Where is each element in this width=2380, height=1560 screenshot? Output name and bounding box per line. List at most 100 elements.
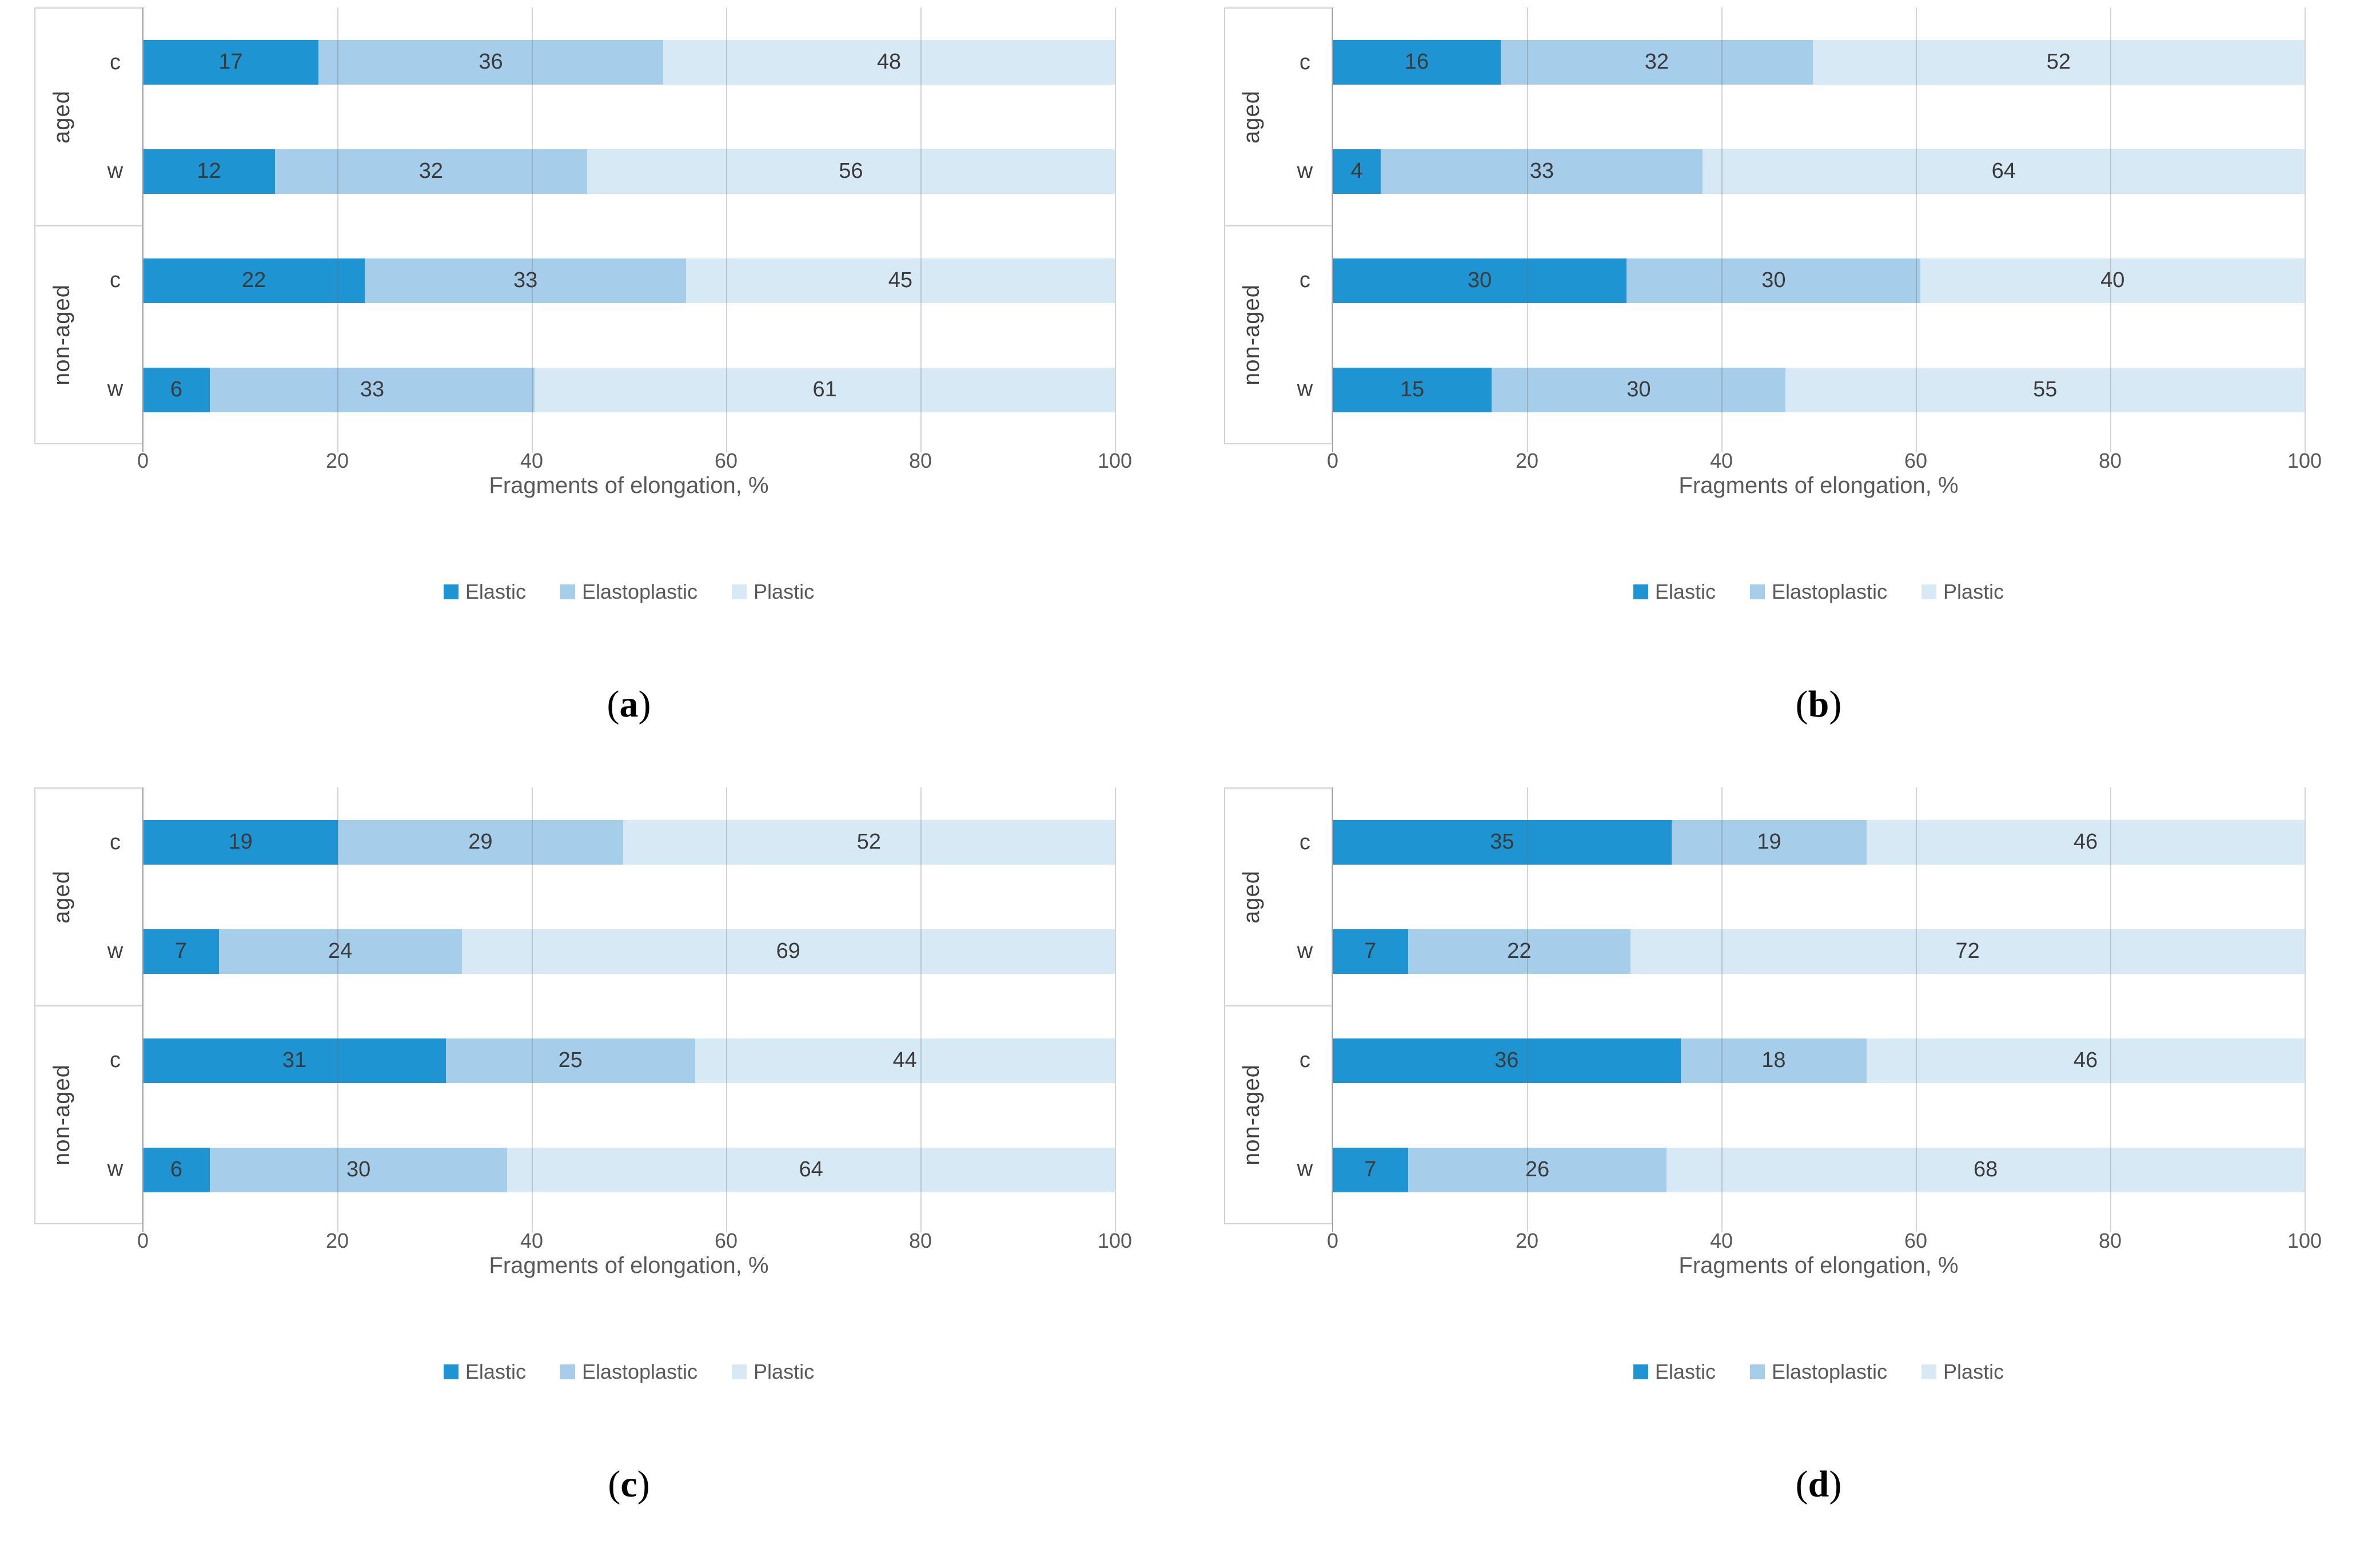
- group-label: aged: [1238, 90, 1264, 144]
- bar-value-label: 15: [1400, 377, 1425, 401]
- group-label-cell: aged: [35, 789, 89, 1005]
- x-axis-ticks: 0 20 40 60 80 100: [1327, 444, 2322, 473]
- gridline: [337, 7, 338, 452]
- legend-marker: [1921, 584, 1937, 599]
- stacked-bar-aged-c: 17 36 48: [143, 39, 1115, 85]
- tick-label: 80: [2098, 449, 2122, 472]
- group-label-cell: non-aged: [35, 226, 89, 443]
- bar-segment-elastic: 22: [143, 258, 365, 303]
- bar-value-label: 22: [242, 268, 266, 292]
- gridline: [1527, 7, 1528, 452]
- legend-marker: [1633, 584, 1648, 599]
- bar-value-label: 61: [812, 377, 837, 401]
- tick-label: 0: [1326, 1229, 1339, 1252]
- chart-panel-b: aged c w non-aged c w 16 32 52 4 33 64 30 30 4…: [1190, 0, 2380, 780]
- bars-container: 16 32 52 4 33 64 30 30 40 15 30 55: [1333, 7, 2305, 444]
- bar-segment-plastic: 45: [685, 258, 1115, 303]
- row-labels: c w: [89, 789, 142, 1005]
- bar-row: 31 25 44: [143, 1006, 1115, 1115]
- tick-label: 100: [2287, 1229, 2322, 1252]
- bar-segment-elastic: 30: [1333, 258, 1627, 303]
- legend-item-plastic: Plastic: [1921, 580, 2004, 604]
- category-group-aged: aged c w: [35, 9, 142, 225]
- stacked-bar-aged-c: 16 32 52: [1333, 39, 2305, 85]
- bar-row: 15 30 55: [1333, 335, 2305, 444]
- axis-line: [1332, 787, 1333, 1232]
- bar-segment-elastoplastic: 22: [1408, 929, 1631, 974]
- group-label: aged: [1238, 870, 1264, 924]
- stacked-bar-aged-w: 7 22 72: [1333, 929, 2305, 974]
- plot-area-c: 19 29 52 7 24 69 31 25 44 6 30 64: [142, 787, 1116, 1232]
- gridline: [1721, 7, 1723, 452]
- axis-line: [1332, 7, 1333, 452]
- stacked-bar-aged-w: 12 32 56: [143, 149, 1115, 194]
- legend-marker: [560, 1364, 575, 1379]
- bar-row: 36 18 46: [1333, 1006, 2305, 1115]
- bar-segment-elastic: 12: [143, 149, 276, 194]
- bar-segment-elastoplastic: 25: [445, 1038, 695, 1083]
- gridline: [1721, 787, 1723, 1232]
- chart-panel-c: aged c w non-aged c w 19 29 52 7 24 69 31 25 4…: [0, 780, 1190, 1560]
- stacked-bar-aged-w: 4 33 64: [1333, 149, 2305, 194]
- bar-segment-plastic: 61: [535, 367, 1115, 412]
- bar-segment-elastic: 6: [143, 1147, 210, 1192]
- bar-value-label: 30: [1467, 268, 1492, 292]
- legend-label: Elastoplastic: [581, 580, 698, 603]
- legend-marker: [1633, 1364, 1648, 1379]
- bar-row: 7 26 68: [1333, 1115, 2305, 1224]
- bar-segment-plastic: 64: [1703, 149, 2305, 194]
- tick-label: 20: [1515, 449, 1539, 472]
- bar-row: 7 22 72: [1333, 897, 2305, 1006]
- bar-segment-elastoplastic: 24: [218, 929, 462, 974]
- legend-item-elastoplastic: Elastoplastic: [560, 1360, 697, 1384]
- tick-label: 60: [1904, 449, 1928, 472]
- row-label: c: [110, 830, 121, 855]
- legend-label: Elastic: [1655, 1360, 1716, 1383]
- legend-label: Plastic: [1943, 1360, 2004, 1383]
- gridline: [1527, 787, 1528, 1232]
- row-label: c: [1299, 830, 1310, 855]
- row-label: c: [1299, 50, 1310, 75]
- bar-value-label: 52: [2046, 50, 2071, 74]
- bar-segment-elastoplastic: 18: [1680, 1038, 1867, 1083]
- row-labels: c w: [1278, 226, 1331, 443]
- tick-label: 40: [520, 1229, 544, 1252]
- stacked-bar-aged-c: 35 19 46: [1333, 819, 2305, 865]
- legend-marker: [443, 1364, 459, 1379]
- gridline: [532, 7, 533, 452]
- bar-segment-elastic: 17: [143, 39, 319, 85]
- legend-item-elastic: Elastic: [1633, 1360, 1716, 1384]
- stacked-bar-non-aged-w: 6 33 61: [143, 367, 1115, 412]
- group-label: non-aged: [1239, 284, 1265, 386]
- category-group-non-aged: non-aged c w: [1225, 1005, 1331, 1223]
- legend-label: Elastic: [465, 1360, 526, 1383]
- chart-panel-d: aged c w non-aged c w 35 19 46 7 22 72 36 18 4…: [1190, 780, 2380, 1560]
- bar-segment-elastic: 7: [143, 929, 219, 974]
- bar-segment-plastic: 68: [1667, 1147, 2305, 1192]
- category-axis-b: aged c w non-aged c w: [1224, 7, 1333, 444]
- bar-segment-plastic: 52: [623, 819, 1115, 865]
- gridline: [337, 787, 338, 1232]
- bar-value-label: 6: [170, 377, 182, 401]
- bar-value-label: 33: [513, 268, 538, 292]
- bar-row: 19 29 52: [143, 787, 1115, 897]
- row-label: w: [1297, 938, 1313, 963]
- bar-value-label: 44: [892, 1048, 917, 1072]
- bar-value-label: 33: [360, 377, 385, 401]
- bar-segment-elastic: 7: [1333, 1147, 1408, 1192]
- bar-segment-elastoplastic: 33: [1381, 149, 1703, 194]
- bar-value-label: 48: [876, 50, 902, 74]
- row-labels: c w: [1278, 9, 1331, 225]
- row-label: c: [110, 1048, 121, 1073]
- stacked-bar-non-aged-c: 22 33 45: [143, 258, 1115, 303]
- legend: Elastic Elastoplastic Plastic: [1333, 1351, 2305, 1392]
- bar-value-label: 30: [1761, 268, 1786, 292]
- legend-label: Plastic: [1943, 580, 2004, 603]
- row-label: w: [107, 158, 123, 183]
- bar-value-label: 68: [1974, 1157, 1998, 1181]
- row-label: w: [1297, 158, 1313, 183]
- bar-segment-elastoplastic: 32: [275, 149, 587, 194]
- x-axis-ticks: 0 20 40 60 80 100: [1327, 1224, 2322, 1253]
- row-label: w: [1297, 376, 1313, 401]
- panel-caption-c: (c): [608, 1463, 650, 1505]
